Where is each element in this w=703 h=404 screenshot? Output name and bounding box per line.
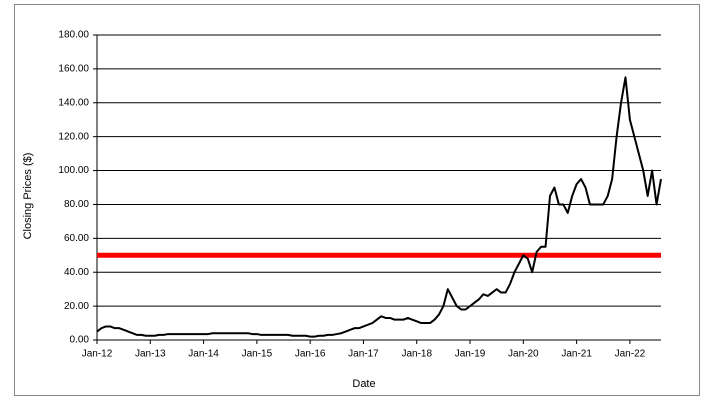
y-tick-label: 20.00	[64, 301, 89, 312]
y-tick-label: 80.00	[64, 199, 89, 210]
y-tick-label: 60.00	[64, 233, 89, 244]
price-line	[96, 76, 662, 338]
y-tick-label: 0.00	[70, 335, 90, 346]
y-tick-label: 140.00	[58, 97, 89, 108]
y-tick-label: 100.00	[58, 165, 89, 176]
x-tick-label: Jan-21	[561, 349, 592, 360]
y-tick-label: 120.00	[58, 131, 89, 142]
x-tick-label: Jan-13	[135, 349, 166, 360]
y-tick-label: 160.00	[58, 64, 89, 75]
x-tick-label: Jan-12	[82, 349, 113, 360]
x-tick-label: Jan-22	[615, 349, 646, 360]
x-tick-label: Jan-18	[401, 349, 432, 360]
x-tick-label: Jan-19	[455, 349, 486, 360]
x-tick-label: Jan-16	[295, 349, 326, 360]
y-tick-label: 40.00	[64, 267, 89, 278]
chart-frame	[14, 4, 700, 396]
x-tick-label: Jan-20	[508, 349, 539, 360]
x-tick-label: Jan-14	[188, 349, 219, 360]
x-tick-label: Jan-15	[242, 349, 273, 360]
y-tick-label: 180.00	[58, 30, 89, 41]
x-tick-label: Jan-17	[348, 349, 379, 360]
x-axis-title: Date	[352, 378, 375, 390]
y-axis-title: Closing Prices ($)	[22, 153, 34, 240]
